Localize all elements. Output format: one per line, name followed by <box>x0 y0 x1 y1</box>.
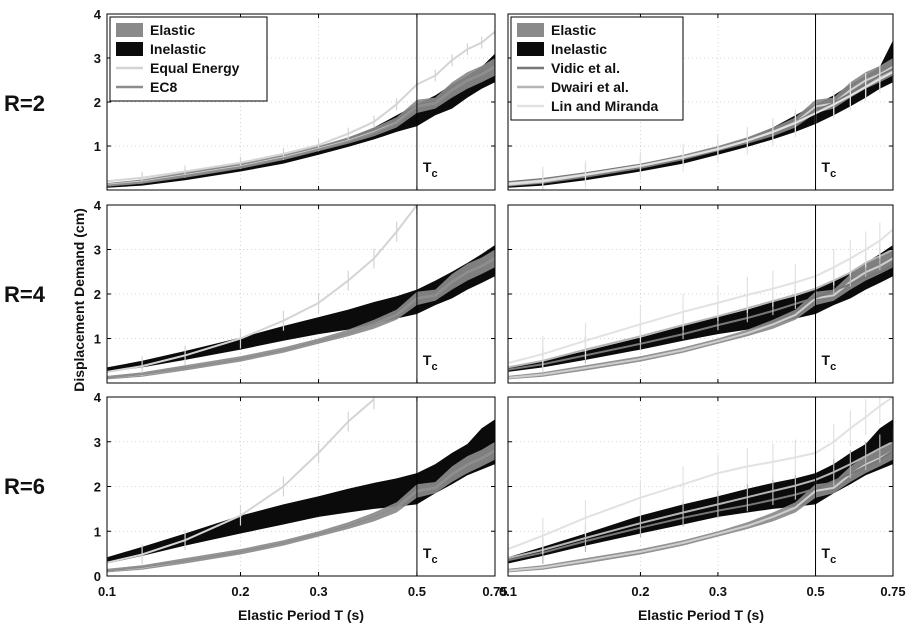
y-tick-label: 4 <box>94 7 102 22</box>
x-tick-label: 0.1 <box>499 584 517 599</box>
x-tick-label: 0.1 <box>98 584 116 599</box>
y-tick-label: 2 <box>94 480 101 495</box>
x-tick-label: 0.3 <box>709 584 727 599</box>
legend-left: Elastic Inelastic Equal Energy EC8 <box>109 16 268 102</box>
panel-plot-area <box>508 397 893 573</box>
legend-item-dwairi-et-al-label: Dwairi et al. <box>551 79 629 95</box>
legend-item-vidic-et-al-label: Vidic et al. <box>551 60 620 76</box>
series-line-ec8 <box>107 257 495 379</box>
panel-R6-right: Tc0.1 0.2 0.3 0.5 0.75 <box>499 396 906 599</box>
x-tick-label: 0.75 <box>880 584 905 599</box>
legend-item-elastic-label: Elastic <box>551 22 596 38</box>
tc-label-subscript: c <box>830 168 836 180</box>
legend-item-inelastic-swatch <box>116 42 143 56</box>
x-tick-label: 0.5 <box>806 584 824 599</box>
legend-item-inelastic-label: Inelastic <box>150 41 206 57</box>
y-axis-title: Displacement Demand (cm) <box>71 208 87 392</box>
y-tick-label: 3 <box>94 243 101 258</box>
series-line-ec8 <box>107 449 495 572</box>
x-tick-label: 0.5 <box>408 584 426 599</box>
y-tick-label: 4 <box>94 390 102 405</box>
y-tick-label: 2 <box>94 95 101 110</box>
y-tick-label: 4 <box>94 198 102 213</box>
x-axis-title-left: Elastic Period T (s) <box>238 607 364 623</box>
inelastic-band <box>508 419 893 564</box>
legend-item-inelastic-swatch <box>517 42 544 56</box>
y-tick-label: 1 <box>94 332 101 347</box>
tc-label-subscript: c <box>431 361 437 373</box>
y-tick-label: 1 <box>94 139 101 154</box>
row-label-r4: R=4 <box>4 282 46 307</box>
legend-item-elastic-swatch <box>517 23 544 37</box>
y-tick-label: 0 <box>94 569 101 584</box>
tc-label-subscript: c <box>830 554 836 566</box>
elastic-mean-line <box>508 257 893 379</box>
legend-item-elastic-label: Elastic <box>150 22 195 38</box>
row-label-r6: R=6 <box>4 474 45 499</box>
legend-item-ec8-label: EC8 <box>150 79 177 95</box>
tc-label-subscript: c <box>431 554 437 566</box>
x-axis-title-right: Elastic Period T (s) <box>638 607 764 623</box>
y-tick-label: 3 <box>94 435 101 450</box>
x-tick-label: 0.3 <box>310 584 328 599</box>
panel-plot-area <box>107 397 495 573</box>
legend-item-equal-energy-label: Equal Energy <box>150 60 240 76</box>
y-tick-label: 2 <box>94 287 101 302</box>
x-tick-label: 0.2 <box>631 584 649 599</box>
series-line-equal-energy <box>107 398 375 564</box>
x-tick-label: 0.75 <box>482 584 507 599</box>
legend-right: Elastic Inelastic Vidic et al. Dwairi et al… <box>510 16 684 121</box>
tc-label-subscript: c <box>431 168 437 180</box>
panel-R4-right: Tc <box>507 204 894 384</box>
inelastic-band <box>107 419 495 564</box>
y-tick-label: 3 <box>94 51 101 66</box>
x-tick-label: 0.2 <box>231 584 249 599</box>
y-tick-label: 1 <box>94 524 101 539</box>
legend-item-elastic-swatch <box>116 23 143 37</box>
legend-item-inelastic-label: Inelastic <box>551 41 607 57</box>
series-line-equal-energy <box>107 205 418 373</box>
row-label-r2: R=2 <box>4 91 45 116</box>
series-line-ec8 <box>107 65 495 187</box>
legend-item-lin-and-miranda-label: Lin and Miranda <box>551 98 659 114</box>
tc-label-subscript: c <box>830 361 836 373</box>
